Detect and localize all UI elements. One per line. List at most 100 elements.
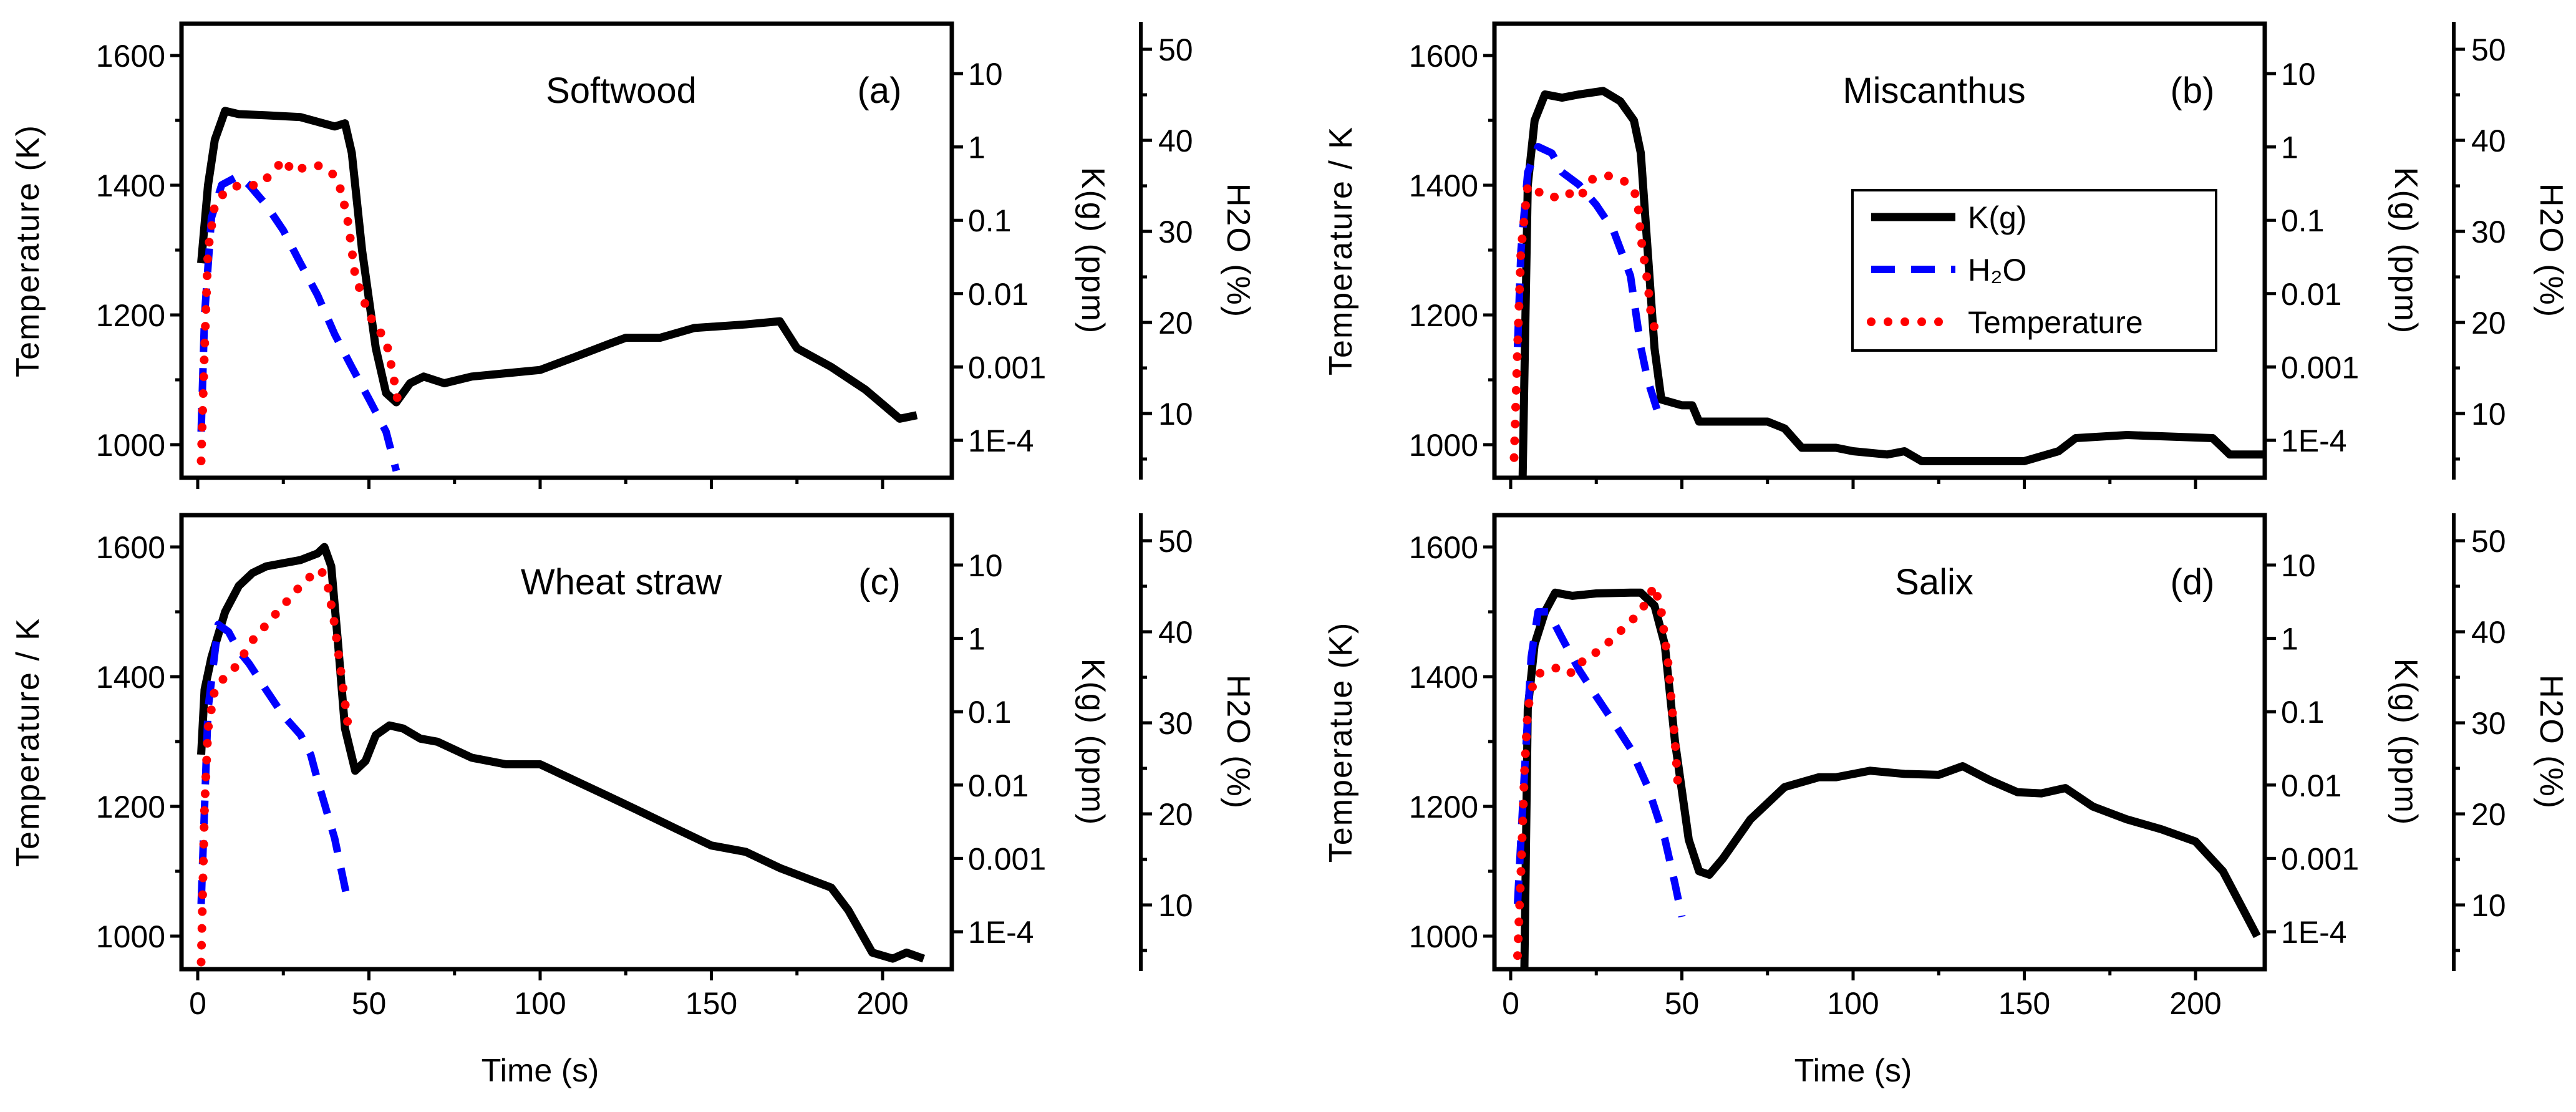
legend: K(g) H₂O Temperature	[1851, 189, 2217, 352]
k-tick-label: 10	[968, 57, 1003, 92]
series-line-temperature	[196, 155, 404, 465]
plot-frame	[1492, 513, 2267, 972]
panel-title: Wheat straw	[521, 562, 722, 602]
h2o-tick-label: 20	[2471, 797, 2506, 832]
h2o-tick-label: 30	[2471, 706, 2506, 741]
k-tick-label: 10	[2281, 57, 2316, 92]
h2o-tick-label: 10	[2471, 888, 2506, 923]
y-axis-label: Temperature (K)	[10, 124, 46, 377]
x-axis-label: Time (s)	[1794, 1053, 1912, 1089]
panel-a: 1000 1200 1400 1600 Temperature (K) 1E-4 0.001…	[10, 21, 1256, 489]
y-tick-label: 1000	[1409, 919, 1478, 954]
y-tick-label: 1400	[96, 660, 165, 695]
k-tick-label: 0.1	[968, 695, 1012, 730]
panel-b: 1000 1200 1400 1600 Temperature / K 1E-4 0.001…	[1323, 21, 2569, 489]
k-tick-label: 0.01	[2281, 277, 2341, 312]
k-tick-label: 1E-4	[968, 423, 1034, 458]
panel-title: Salix	[1895, 562, 1973, 602]
h2o-axis-label: H2O (%)	[1220, 183, 1256, 318]
y-tick-label: 1000	[96, 428, 165, 463]
k-axis-label: K(g) (ppm)	[2388, 167, 2424, 334]
h2o-tick-label: 30	[1158, 215, 1193, 249]
legend-entry: Temperature	[1968, 305, 2143, 340]
x-tick-label: 50	[352, 986, 387, 1021]
series-line-h2o	[197, 621, 352, 905]
x-tick-label: 150	[685, 986, 737, 1021]
k-tick-label: 1	[968, 622, 985, 657]
y-tick-label: 1600	[1409, 39, 1478, 74]
x-tick-label: 50	[1665, 986, 1700, 1021]
y-tick-label: 1600	[96, 530, 165, 565]
k-tick-label: 1E-4	[2281, 915, 2347, 950]
x-tick-label: 0	[1502, 986, 1519, 1021]
k-axis-label: K(g) (ppm)	[1075, 167, 1111, 334]
series-line-h2o	[1514, 143, 1662, 414]
h2o-tick-label: 30	[2471, 215, 2506, 249]
h2o-tick-label: 10	[2471, 397, 2506, 432]
k-tick-label: 0.1	[2281, 203, 2325, 238]
series-line-kg	[197, 107, 918, 423]
x-tick-label: 200	[2169, 986, 2221, 1021]
y-tick-label: 1400	[1409, 168, 1478, 203]
series-group	[196, 107, 918, 472]
y-axis-label: Temperatue (K)	[1323, 622, 1359, 863]
h2o-tick-label: 50	[1158, 32, 1193, 67]
series-group	[1509, 87, 2264, 477]
h2o-tick-label: 20	[1158, 797, 1193, 832]
h2o-tick-label: 10	[1158, 397, 1193, 432]
series-group	[1513, 581, 2261, 969]
k-tick-label: 1E-4	[968, 915, 1034, 950]
y-tick-label: 1400	[96, 168, 165, 203]
k-axis-label: K(g) (ppm)	[1075, 659, 1111, 826]
h2o-tick-label: 50	[1158, 524, 1193, 559]
y-tick-label: 1600	[96, 39, 165, 74]
x-tick-label: 200	[856, 986, 908, 1021]
panel-label: (b)	[2171, 70, 2215, 111]
y-tick-label: 1200	[96, 790, 165, 824]
k-tick-label: 10	[2281, 548, 2316, 583]
h2o-tick-label: 30	[1158, 706, 1193, 741]
h2o-tick-label: 50	[2471, 32, 2506, 67]
h2o-axis-label: H2O (%)	[2533, 183, 2569, 318]
x-tick-label: 0	[189, 986, 206, 1021]
h2o-tick-label: 50	[2471, 524, 2506, 559]
series-line-h2o	[1514, 607, 1686, 918]
k-tick-label: 0.001	[2281, 350, 2359, 385]
k-tick-label: 0.001	[968, 841, 1046, 876]
h2o-tick-label: 40	[1158, 615, 1193, 650]
h2o-axis-label: H2O (%)	[2533, 675, 2569, 810]
y-tick-label: 1400	[1409, 660, 1478, 695]
y-axis-label: Temperature / K	[10, 617, 46, 867]
h2o-tick-label: 40	[1158, 123, 1193, 158]
h2o-tick-label: 40	[2471, 615, 2506, 650]
h2o-tick-label: 20	[1158, 306, 1193, 341]
y-tick-label: 1200	[96, 298, 165, 333]
series-line-temperature	[1513, 581, 1683, 960]
series-line-kg	[1518, 87, 2264, 477]
h2o-axis-label: H2O (%)	[1220, 675, 1256, 810]
k-tick-label: 0.001	[2281, 841, 2359, 876]
y-tick-label: 1000	[96, 919, 165, 954]
h2o-tick-label: 10	[1158, 888, 1193, 923]
series-line-kg	[197, 543, 926, 963]
y-tick-label: 1000	[1409, 428, 1478, 463]
y-axis-label: Temperature / K	[1323, 126, 1359, 375]
y-tick-label: 1600	[1409, 530, 1478, 565]
x-tick-label: 100	[514, 986, 566, 1021]
k-axis-label: K(g) (ppm)	[2388, 659, 2424, 826]
k-tick-label: 0.1	[2281, 695, 2325, 730]
y-tick-label: 1200	[1409, 298, 1478, 333]
k-tick-label: 1	[968, 130, 985, 165]
h2o-tick-label: 20	[2471, 306, 2506, 341]
k-tick-label: 0.1	[968, 203, 1012, 238]
panel-label: (c)	[858, 562, 901, 602]
x-tick-label: 150	[1998, 986, 2050, 1021]
k-tick-label: 0.001	[968, 350, 1046, 385]
y-tick-label: 1200	[1409, 790, 1478, 824]
legend-entry: K(g)	[1968, 200, 2026, 235]
k-tick-label: 10	[968, 548, 1003, 583]
k-tick-label: 1E-4	[2281, 423, 2347, 458]
panel-label: (a)	[858, 70, 902, 111]
